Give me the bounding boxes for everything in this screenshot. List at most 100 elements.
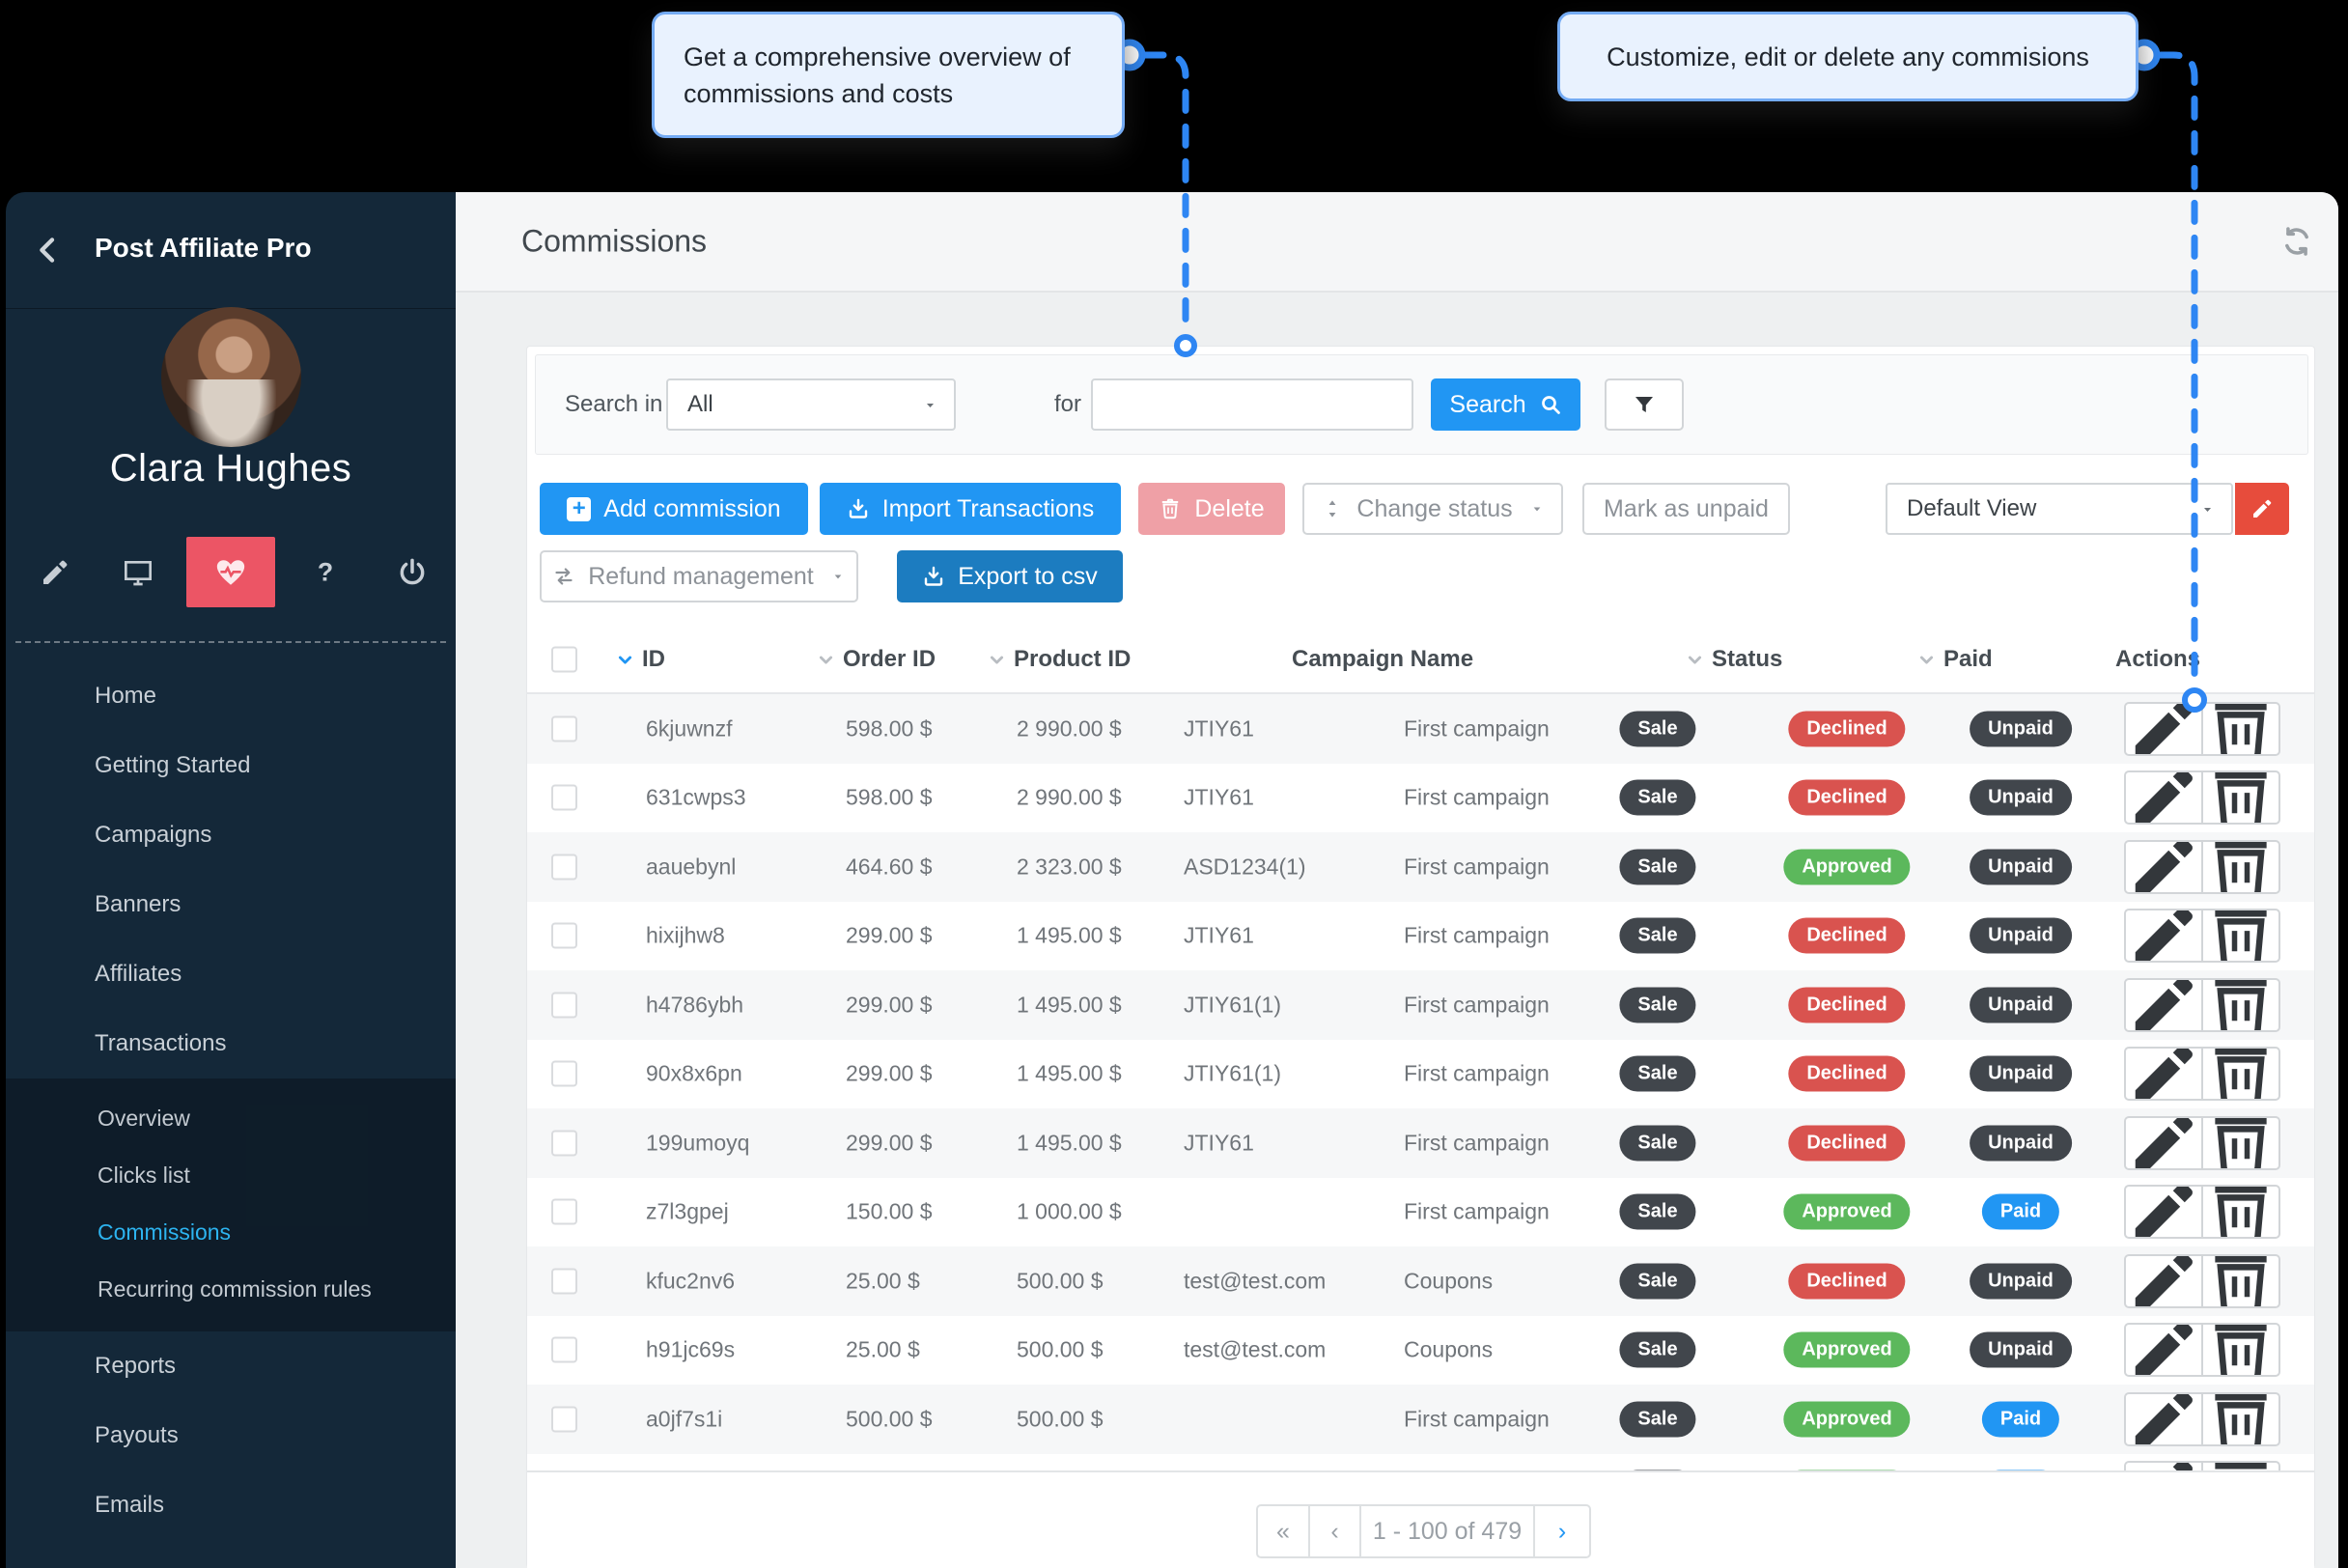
caret-down-icon	[1529, 501, 1545, 517]
edit-row-button[interactable]	[2126, 910, 2201, 962]
row-checkbox[interactable]	[551, 854, 577, 881]
filter-button[interactable]	[1605, 378, 1684, 431]
edit-row-button[interactable]	[2126, 703, 2201, 754]
row-checkbox[interactable]	[551, 784, 577, 811]
tooltip-customize: Customize, edit or delete any commisions	[1557, 12, 2138, 101]
delete-row-button[interactable]	[2201, 841, 2278, 892]
edit-profile-icon[interactable]	[40, 557, 70, 588]
delete-row-button[interactable]	[2201, 1325, 2278, 1376]
sidebar-item-getting-started[interactable]: Getting Started	[6, 731, 456, 800]
edit-row-button[interactable]	[2126, 841, 2201, 892]
avatar[interactable]	[161, 307, 301, 447]
health-status-button[interactable]	[186, 537, 275, 607]
sidebar-item-label: Campaigns	[95, 822, 212, 848]
delete-row-button[interactable]	[2201, 979, 2278, 1030]
delete-row-button[interactable]	[2201, 910, 2278, 962]
edit-row-button[interactable]	[2126, 772, 2201, 824]
edit-row-button[interactable]	[2126, 1325, 2201, 1376]
delete-row-button[interactable]	[2201, 1393, 2278, 1444]
order-id-value: 299.00 $	[846, 1060, 933, 1086]
delete-row-button[interactable]	[2201, 1117, 2278, 1168]
status-badge: Declined	[1788, 1055, 1906, 1092]
row-checkbox[interactable]	[551, 715, 577, 742]
row-checkbox[interactable]	[551, 1268, 577, 1295]
export-to-csv-button[interactable]: Export to csv	[897, 550, 1123, 602]
paid-badge: Unpaid	[1970, 849, 2072, 885]
help-icon[interactable]: ?	[310, 557, 341, 588]
sidebar-subitem-overview[interactable]: Overview	[98, 1106, 190, 1131]
table-body: 6kjuwnzf 598.00 $ 2 990.00 $ JTIY61 First ca…	[527, 694, 2314, 1470]
sidebar-item-payouts[interactable]: $Payouts	[6, 1401, 456, 1470]
edit-row-button[interactable]	[2126, 1117, 2201, 1168]
pagination-first-button[interactable]: «	[1276, 1517, 1290, 1545]
edit-row-button[interactable]	[2126, 1187, 2201, 1238]
refresh-icon[interactable]	[2280, 225, 2313, 258]
order-id-value: 150.00 $	[846, 1198, 933, 1224]
column-header-actions[interactable]: Actions	[2115, 646, 2200, 673]
sidebar-subitem-recurring-commission-rules[interactable]: Recurring commission rules	[98, 1276, 372, 1302]
edit-row-button[interactable]	[2126, 1393, 2201, 1444]
view-select[interactable]: Default View	[1886, 483, 2233, 535]
sidebar-item-reports[interactable]: Reports	[6, 1331, 456, 1401]
column-header-status[interactable]: Status	[1686, 646, 1782, 673]
power-icon[interactable]	[397, 557, 428, 588]
column-header-campaign[interactable]: Campaign Name	[1292, 646, 1473, 673]
status-badge: Approved	[1783, 849, 1911, 885]
edit-row-button[interactable]	[2126, 1463, 2201, 1470]
delete-row-button[interactable]	[2201, 772, 2278, 824]
edit-row-button[interactable]	[2126, 1255, 2201, 1306]
campaign-name: First campaign	[1404, 992, 1550, 1018]
row-checkbox[interactable]	[551, 922, 577, 949]
tooltip-customize-text: Customize, edit or delete any commisions	[1607, 42, 2089, 71]
sidebar-item-banners[interactable]: Banners	[6, 870, 456, 939]
search-button[interactable]: Search	[1431, 378, 1580, 431]
type-badge: Sale	[1619, 711, 1696, 747]
sidebar-item-affiliates[interactable]: Affiliates	[6, 939, 456, 1009]
sidebar-item-transactions[interactable]: Transactions	[6, 1009, 456, 1078]
row-checkbox[interactable]	[551, 1130, 577, 1157]
row-checkbox[interactable]	[551, 1198, 577, 1225]
sidebar-item-campaigns[interactable]: Campaigns	[6, 800, 456, 870]
row-checkbox[interactable]	[551, 1060, 577, 1087]
column-header-paid[interactable]: Paid	[1917, 646, 1993, 673]
sidebar-subitem-clicks-list[interactable]: Clicks list	[98, 1162, 190, 1188]
sidebar-header: Post Affiliate Pro	[6, 192, 456, 309]
add-commission-button[interactable]: + Add commission	[540, 483, 808, 535]
pagination-next-button[interactable]: ›	[1533, 1506, 1589, 1556]
mark-as-unpaid-button[interactable]: Mark as unpaid	[1582, 483, 1790, 535]
edit-row-button[interactable]	[2126, 1049, 2201, 1100]
edit-view-button[interactable]	[2235, 483, 2289, 535]
select-all-checkbox[interactable]	[551, 646, 577, 673]
sidebar-item-home[interactable]: Home	[6, 661, 456, 731]
search-input[interactable]	[1091, 378, 1413, 431]
product-code: JTIY61	[1184, 715, 1254, 742]
product-code: JTIY61	[1184, 922, 1254, 948]
delete-row-button[interactable]	[2201, 1255, 2278, 1306]
sidebar-item-emails[interactable]: Emails	[6, 1470, 456, 1540]
delete-row-button[interactable]	[2201, 703, 2278, 754]
change-status-button[interactable]: Change status	[1302, 483, 1563, 535]
edit-row-button[interactable]	[2126, 979, 2201, 1030]
row-checkbox[interactable]	[551, 1406, 577, 1433]
sort-chevron-icon	[988, 651, 1006, 669]
delete-button[interactable]: Delete	[1138, 483, 1285, 535]
column-header-order[interactable]: Order ID	[817, 646, 936, 673]
back-chevron-icon[interactable]	[33, 235, 64, 266]
pagination-prev-button[interactable]: ‹	[1308, 1506, 1359, 1556]
sidebar-subitem-commissions[interactable]: Commissions	[98, 1219, 232, 1245]
row-checkbox[interactable]	[551, 1336, 577, 1363]
delete-row-button[interactable]	[2201, 1463, 2278, 1470]
refund-management-button[interactable]: Refund management	[540, 550, 858, 602]
column-header-product[interactable]: Product ID	[988, 646, 1131, 673]
row-checkbox[interactable]	[551, 992, 577, 1019]
column-header-id[interactable]: ID	[616, 646, 665, 673]
row-actions	[2124, 1323, 2280, 1378]
delete-row-button[interactable]	[2201, 1187, 2278, 1238]
search-scope-select[interactable]: All	[666, 378, 956, 431]
monitor-icon[interactable]	[123, 557, 154, 588]
import-transactions-button[interactable]: Import Transactions	[820, 483, 1121, 535]
delete-row-button[interactable]	[2201, 1049, 2278, 1100]
sort-chevron-icon	[1686, 651, 1704, 669]
